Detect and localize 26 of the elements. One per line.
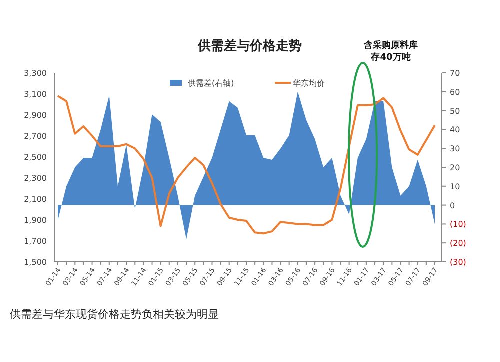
y-tick-label: 1,900 — [24, 216, 47, 225]
y-tick-label: 2,700 — [24, 132, 47, 141]
y-tick-label: 1,700 — [24, 237, 47, 246]
y2-tick-label: (20) — [450, 239, 466, 248]
chart-title: 供需差与价格走势 — [197, 38, 302, 54]
y-tick-label: 2,900 — [24, 111, 47, 120]
y-tick-label: 2,500 — [24, 153, 47, 162]
y2-tick-label: 50 — [450, 106, 460, 116]
y2-tick-label: (10) — [450, 220, 466, 230]
y-tick-label: 1,500 — [24, 258, 47, 267]
y2-tick-label: 0 — [450, 201, 456, 210]
y-tick-label: 2,300 — [24, 174, 47, 183]
text: 含采购原料库存40万吨 — [363, 40, 418, 63]
y2-tick-label: 10 — [450, 182, 460, 192]
y2-tick-label: 70 — [450, 69, 460, 78]
y-tick-label: 2,100 — [24, 195, 47, 204]
text: 供需差与华东现货价格走势负相关较为明显 — [10, 308, 219, 321]
legend-label: 华东均价 — [293, 79, 325, 88]
y2-tick-label: 60 — [450, 88, 460, 97]
y-tick-label: 3,300 — [24, 69, 47, 78]
y2-tick-label: (30) — [450, 258, 466, 267]
legend-label: 供需差(右轴) — [188, 79, 234, 88]
y2-tick-label: 20 — [450, 164, 460, 172]
y2-tick-label: 40 — [450, 126, 460, 135]
y2-tick-label: 30 — [450, 144, 460, 154]
y-tick-label: 3,100 — [24, 90, 47, 99]
